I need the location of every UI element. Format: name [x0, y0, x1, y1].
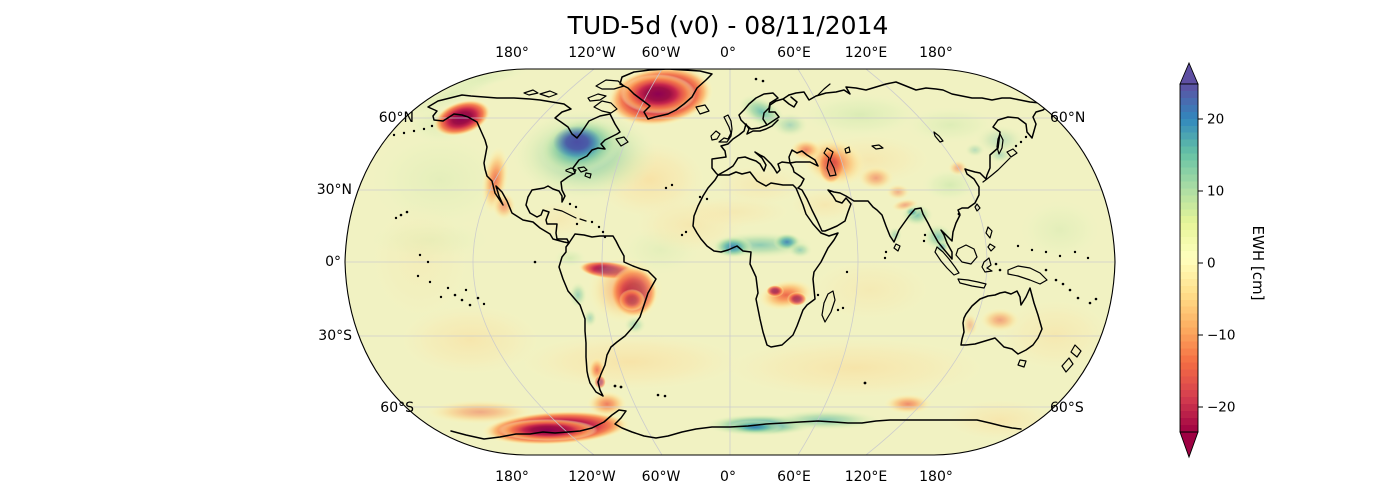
- coast-australia: [960, 287, 1043, 355]
- lat-label: 60°S: [380, 400, 414, 416]
- lon-label: 0°: [720, 45, 736, 61]
- colorbar-tick-labels: 20 10 0 −10 −20: [1207, 112, 1236, 416]
- lon-label: 60°E: [777, 469, 811, 485]
- colorbar-ticks: [1198, 118, 1203, 408]
- lon-label: 120°W: [568, 45, 616, 61]
- lat-label: 60°N: [1050, 110, 1085, 126]
- colorbar-tick-label: 10: [1207, 184, 1224, 200]
- colorbar-gradient: [1179, 83, 1199, 433]
- longitude-labels-top: 180° 120°W 60°W 0° 60°E 120°E 180°: [495, 45, 953, 61]
- lat-label: 0°: [325, 254, 341, 270]
- lat-label: 60°N: [379, 110, 414, 126]
- colorbar-tick-label: 0: [1207, 256, 1216, 272]
- figure-title: TUD-5d (v0) - 08/11/2014: [567, 11, 889, 40]
- coast-africa: [692, 171, 839, 348]
- coast-antarctica: [450, 409, 1022, 440]
- coast-north-america: [427, 94, 621, 244]
- coastlines: [427, 69, 1049, 440]
- lon-label: 60°W: [642, 45, 681, 61]
- lon-label: 60°E: [777, 45, 811, 61]
- coast-south-america: [558, 233, 657, 397]
- lon-label: 120°E: [845, 469, 888, 485]
- colorbar-tick-label: 20: [1207, 112, 1224, 128]
- lat-label: 30°S: [318, 328, 352, 344]
- colorbar-extend-min-arrow: [1179, 431, 1199, 459]
- lon-label: 180°: [919, 45, 953, 61]
- colorbar: 20 10 0 −10 −20 EWH [cm]: [1179, 61, 1267, 459]
- coast-eurasia: [788, 81, 1049, 260]
- small-islands: [392, 77, 1098, 398]
- island-coastlines: [523, 79, 1082, 373]
- lon-label: 120°E: [845, 45, 888, 61]
- lon-label: 120°W: [568, 469, 616, 485]
- colorbar-axis-label: EWH [cm]: [1249, 226, 1267, 301]
- colorbar-extend-max-arrow: [1179, 61, 1199, 85]
- latitude-labels-right: 60°N 60°S: [1050, 110, 1085, 416]
- latitude-labels-left: 60°N 30°N 0° 30°S 60°S: [317, 110, 414, 416]
- longitude-labels-bottom: 180° 120°W 60°W 0° 60°E 120°E 180°: [495, 469, 953, 485]
- lon-label: 180°: [919, 469, 953, 485]
- lat-label: 30°N: [317, 182, 352, 198]
- lon-label: 60°W: [642, 469, 681, 485]
- lon-label: 0°: [720, 469, 736, 485]
- coast-europe: [711, 92, 819, 189]
- ewh-anomaly-field: [345, 69, 1115, 455]
- lon-label: 180°: [495, 469, 529, 485]
- colorbar-tick-label: −10: [1207, 328, 1236, 344]
- colorbar-tick-label: −20: [1207, 400, 1236, 416]
- lon-label: 180°: [495, 45, 529, 61]
- lat-label: 60°S: [1050, 400, 1084, 416]
- map-border: [344, 68, 1116, 456]
- graticule: [345, 69, 1115, 455]
